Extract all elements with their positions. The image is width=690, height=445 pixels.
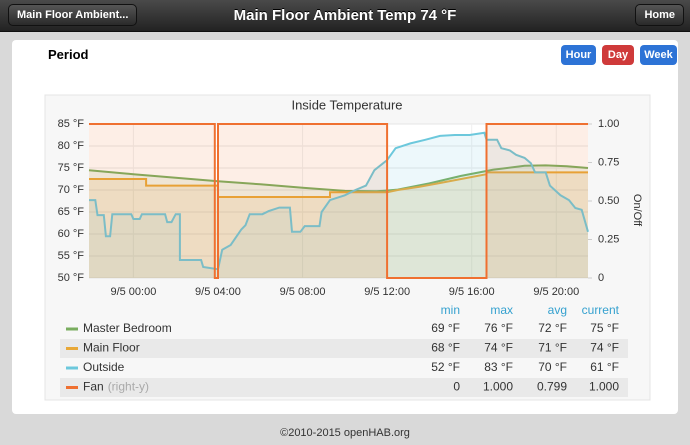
period-button[interactable]: Day	[602, 45, 634, 65]
legend-note: (right-y)	[108, 380, 149, 394]
row-stripe	[60, 378, 628, 397]
stat-value: 70 °F	[538, 360, 567, 374]
stats-header: min	[441, 303, 460, 317]
area	[89, 132, 588, 278]
y-tick-label: 50 °F	[58, 272, 85, 284]
y-tick-label: 55 °F	[58, 250, 85, 262]
stat-value: 1.000	[589, 380, 619, 394]
period-label: Period	[48, 47, 89, 62]
x-tick-label: 9/5 04:00	[195, 286, 241, 298]
x-tick-label: 9/5 20:00	[533, 286, 579, 298]
stat-value: 0.799	[537, 380, 567, 394]
x-tick-label: 9/5 08:00	[280, 286, 326, 298]
y-tick-label: 80 °F	[58, 140, 85, 152]
header-bar: Main Floor Ambient... Main Floor Ambient…	[0, 0, 690, 32]
y2-tick-label: 0.75	[598, 156, 619, 168]
y-tick-label: 60 °F	[58, 228, 85, 240]
area	[89, 124, 588, 278]
stat-value: 72 °F	[538, 321, 567, 335]
x-tick-label: 9/5 00:00	[110, 286, 156, 298]
y-tick-label: 85 °F	[58, 118, 85, 130]
page-title: Main Floor Ambient Temp 74 °F	[233, 7, 457, 24]
legend-label: Main Floor	[83, 341, 140, 355]
y2-tick-label: 0.25	[598, 233, 619, 245]
legend-label: Fan	[83, 380, 104, 394]
y2-axis-title: On/Off	[631, 194, 643, 227]
area	[89, 172, 588, 278]
stats-header: max	[490, 303, 513, 317]
stat-value: 61 °F	[590, 360, 619, 374]
home-button[interactable]: Home	[635, 4, 684, 26]
row-stripe	[60, 339, 628, 358]
y2-tick-label: 0	[598, 272, 604, 284]
stat-value: 75 °F	[590, 321, 619, 335]
stats-header: current	[582, 303, 620, 317]
stat-value: 68 °F	[431, 341, 460, 355]
stat-value: 74 °F	[590, 341, 619, 355]
series-line	[89, 123, 588, 279]
stat-value: 74 °F	[484, 341, 513, 355]
stat-value: 1.000	[483, 380, 513, 394]
area	[89, 165, 588, 278]
y-tick-label: 70 °F	[58, 184, 85, 196]
x-tick-label: 9/5 12:00	[364, 286, 410, 298]
period-button[interactable]: Hour	[561, 45, 596, 65]
stat-value: 71 °F	[538, 341, 567, 355]
footer: ©2010-2015 openHAB.org	[280, 427, 410, 439]
y-tick-label: 65 °F	[58, 206, 85, 218]
y-tick-label: 75 °F	[58, 162, 85, 174]
stat-value: 0	[453, 380, 460, 394]
stat-value: 76 °F	[484, 321, 513, 335]
legend-label: Master Bedroom	[83, 321, 172, 335]
stat-value: 83 °F	[484, 360, 513, 374]
period-button[interactable]: Week	[640, 45, 677, 65]
y2-tick-label: 1.00	[598, 118, 619, 130]
back-button[interactable]: Main Floor Ambient...	[8, 4, 138, 26]
stats-header: avg	[548, 303, 567, 317]
legend-label: Outside	[83, 360, 125, 374]
stat-value: 69 °F	[431, 321, 460, 335]
x-tick-label: 9/5 16:00	[449, 286, 495, 298]
stat-value: 52 °F	[431, 360, 460, 374]
series-line	[89, 131, 589, 271]
y2-tick-label: 0.50	[598, 195, 619, 207]
chart-title: Inside Temperature	[291, 97, 402, 112]
